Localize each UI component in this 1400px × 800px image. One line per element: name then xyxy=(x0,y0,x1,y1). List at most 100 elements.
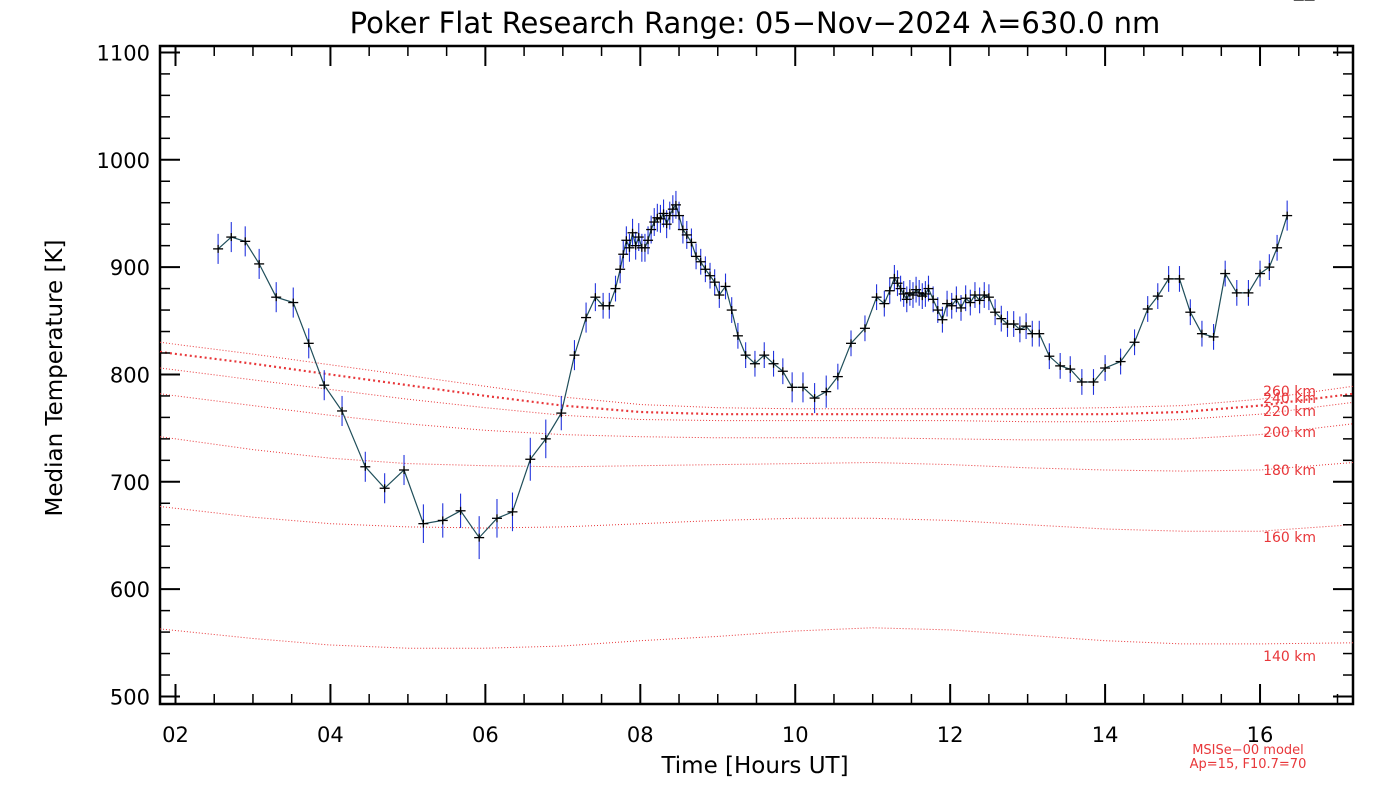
data-point xyxy=(633,233,644,242)
data-point xyxy=(540,434,551,443)
y-tick-label: 700 xyxy=(110,471,150,495)
model-curve-200-km xyxy=(159,393,1354,441)
model-curve-label: 140 km xyxy=(1263,649,1316,665)
y-tick-label: 800 xyxy=(110,363,150,387)
chart-title: Poker Flat Research Range: 05−Nov−2024 λ… xyxy=(350,6,1161,40)
data-point xyxy=(732,331,743,340)
data-point xyxy=(907,291,918,300)
model-curve-160-km xyxy=(159,506,1354,532)
data-point xyxy=(1055,361,1066,370)
x-tick-label: 16 xyxy=(1247,723,1274,747)
data-point xyxy=(740,351,751,360)
data-point xyxy=(884,286,895,295)
data-point xyxy=(1208,332,1219,341)
data-point xyxy=(928,295,939,304)
data-point xyxy=(213,244,224,253)
data-point xyxy=(319,381,330,390)
data-point xyxy=(590,293,601,302)
data-point xyxy=(787,383,798,392)
data-point xyxy=(749,359,760,368)
model-note-line-1: MSISe−00 model xyxy=(1192,743,1304,758)
data-point xyxy=(1034,329,1045,338)
data-point xyxy=(1065,365,1076,374)
model-curve-label: 180 km xyxy=(1263,463,1316,479)
model-curve-label: 240 km xyxy=(1263,391,1316,407)
data-point xyxy=(956,303,967,312)
data-point xyxy=(1044,352,1055,361)
data-point xyxy=(360,462,371,471)
x-tick-label: 12 xyxy=(937,723,964,747)
data-point xyxy=(618,250,629,259)
data-point xyxy=(455,506,466,515)
y-tick-label: 1100 xyxy=(97,41,150,65)
model-curve-140-km xyxy=(159,627,1354,649)
x-axis-label: Time [Hours UT] xyxy=(660,753,848,779)
data-point xyxy=(681,230,692,239)
data-point xyxy=(726,306,737,315)
data-point xyxy=(937,315,948,324)
data-point xyxy=(1163,274,1174,283)
data-point xyxy=(1243,288,1254,297)
data-point xyxy=(399,465,410,474)
data-point xyxy=(418,519,429,528)
data-point xyxy=(1220,269,1231,278)
x-tick-label: 10 xyxy=(782,723,809,747)
data-point xyxy=(664,211,675,220)
data-point xyxy=(1008,320,1019,329)
data-point xyxy=(655,214,666,223)
data-point xyxy=(1174,274,1185,283)
data-point xyxy=(630,241,641,250)
data-point xyxy=(895,284,906,293)
model-note-line-2: Ap=15, F10.7=70 xyxy=(1190,757,1307,772)
data-point xyxy=(777,367,788,376)
data-point xyxy=(1100,364,1111,373)
data-point xyxy=(337,406,348,415)
data-point xyxy=(1282,211,1293,220)
data-point xyxy=(627,228,638,237)
model-curve-label: 260 km xyxy=(1263,384,1316,400)
model-curve-220-km xyxy=(159,367,1354,423)
data-point xyxy=(1088,377,1099,386)
measured-series xyxy=(213,0,1315,560)
data-point xyxy=(705,271,716,280)
data-point xyxy=(709,278,720,287)
data-point xyxy=(932,306,943,315)
data-point xyxy=(965,298,976,307)
data-point xyxy=(768,359,779,368)
data-point xyxy=(240,237,251,246)
data-point xyxy=(226,233,237,242)
data-point xyxy=(700,265,711,274)
data-point xyxy=(379,484,390,493)
data-point xyxy=(1185,308,1196,317)
model-curve-label: 220 km xyxy=(1263,404,1316,420)
data-point xyxy=(1255,269,1266,278)
data-point xyxy=(670,200,681,209)
data-point xyxy=(581,313,592,322)
data-point xyxy=(667,205,678,214)
data-point xyxy=(674,211,685,220)
data-point xyxy=(1014,325,1025,334)
data-point xyxy=(714,291,725,300)
data-point xyxy=(859,324,870,333)
data-point xyxy=(288,298,299,307)
model-curve-260-km xyxy=(159,341,1354,410)
data-point xyxy=(1196,329,1207,338)
data-point xyxy=(569,351,580,360)
data-point xyxy=(677,225,688,234)
data-point xyxy=(643,236,654,245)
data-point xyxy=(832,372,843,381)
y-tick-label: 1000 xyxy=(97,149,150,173)
model-curve-240-km xyxy=(159,350,1354,416)
data-point xyxy=(615,265,626,274)
data-point xyxy=(437,516,448,525)
data-point xyxy=(1152,292,1163,301)
model-curve-label: 200 km xyxy=(1263,425,1316,441)
data-point xyxy=(661,220,672,229)
data-point xyxy=(604,301,615,310)
data-point xyxy=(901,295,912,304)
data-point xyxy=(879,299,890,308)
data-point xyxy=(1272,243,1283,252)
data-point xyxy=(691,252,702,261)
data-point xyxy=(1076,377,1087,386)
data-point xyxy=(892,279,903,288)
